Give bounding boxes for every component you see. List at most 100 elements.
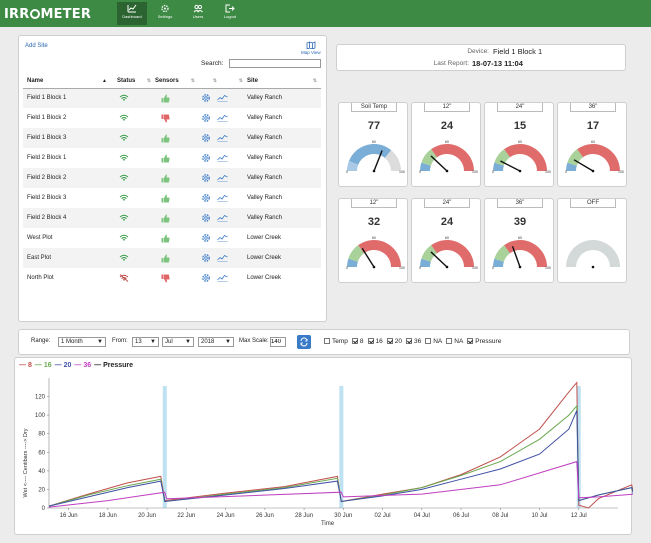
table-row[interactable]: Field 2 Block 1 Valley Ranch — [23, 148, 321, 168]
checkbox-box[interactable] — [467, 338, 474, 344]
series-checkbox[interactable]: 16 — [367, 338, 383, 345]
table-row[interactable]: Field 2 Block 4 Valley Ranch — [23, 208, 321, 228]
settings-gear-icon[interactable] — [201, 253, 211, 263]
site-name[interactable]: Field 1 Block 3 — [23, 128, 113, 148]
series-checkbox[interactable]: 20 — [386, 338, 402, 345]
table-row[interactable]: Field 1 Block 3 Valley Ranch — [23, 128, 321, 148]
settings-gear-icon[interactable] — [201, 233, 211, 243]
site-name[interactable]: Field 1 Block 1 — [23, 88, 113, 108]
settings-gear-icon[interactable] — [201, 173, 211, 183]
site-location: Valley Ranch — [247, 115, 282, 121]
graph-icon[interactable] — [217, 94, 228, 103]
from-day-select[interactable]: 13 ▼ — [132, 337, 159, 347]
range-select[interactable]: 1 Month ▼ — [58, 337, 106, 347]
table-row[interactable]: Field 2 Block 3 Valley Ranch — [23, 188, 321, 208]
map-view-button[interactable]: Map View — [301, 41, 321, 56]
col-status[interactable]: Status ⇅ — [113, 74, 151, 89]
graph-cell — [217, 248, 243, 268]
checkbox-box[interactable] — [406, 338, 412, 344]
site-name[interactable]: Field 2 Block 2 — [23, 168, 113, 188]
site-name[interactable]: Field 2 Block 1 — [27, 155, 67, 161]
col-settings[interactable]: ⇅ — [195, 74, 217, 89]
gauge-card[interactable]: Soil Temp 77 60 100 0 — [338, 102, 408, 187]
table-row[interactable]: North Plot Lower Creek — [23, 268, 321, 288]
nav-dashboard-label: Dashboard — [122, 14, 142, 19]
graph-icon[interactable] — [217, 254, 228, 262]
gauge-band-dry — [577, 144, 620, 171]
graph-icon[interactable] — [217, 154, 228, 162]
col-sensors[interactable]: Sensors ⇅ — [151, 74, 195, 89]
col-site[interactable]: Site ⇅ — [243, 74, 321, 89]
checkbox-box[interactable] — [425, 338, 432, 344]
graph-icon[interactable] — [217, 114, 228, 122]
gauge-value: 24 — [440, 216, 454, 228]
settings-gear-icon[interactable] — [201, 133, 211, 143]
add-site-link[interactable]: Add Site — [25, 43, 48, 49]
gauge-card[interactable]: 24" 15 60 100 0 — [484, 102, 554, 187]
legend-item[interactable]: — 20 — [55, 362, 72, 369]
series-checkbox[interactable]: NA — [425, 338, 442, 345]
site-name[interactable]: Field 2 Block 4 — [23, 208, 113, 228]
gauge-card[interactable]: 36" 39 60 100 0 — [484, 198, 554, 283]
series-checkbox[interactable]: Temp — [324, 338, 348, 345]
graph-icon[interactable] — [217, 134, 228, 142]
settings-gear-icon[interactable] — [201, 153, 211, 163]
graph-icon[interactable] — [217, 174, 228, 182]
gauge-card[interactable]: 12" 32 60 100 0 — [338, 198, 408, 283]
site-location: Lower Creek — [243, 248, 321, 268]
checkbox-box[interactable] — [386, 338, 393, 344]
checkbox-box[interactable] — [324, 338, 330, 344]
table-row[interactable]: Field 1 Block 1 Valley Ranch — [23, 88, 321, 108]
graph-icon[interactable] — [217, 274, 228, 282]
from-year-select[interactable]: 2018 ▼ — [198, 337, 234, 347]
checkbox-box[interactable] — [446, 338, 453, 344]
gauge-card[interactable]: 36" 17 60 100 0 — [557, 102, 627, 187]
col-name[interactable]: Name ▲ — [23, 74, 113, 89]
refresh-button[interactable] — [297, 335, 311, 349]
series-checkbox[interactable]: NA — [446, 338, 463, 345]
from-month-select[interactable]: Jul ▼ — [162, 337, 194, 347]
series-checkbox[interactable]: 36 — [406, 338, 421, 345]
settings-gear-icon[interactable] — [201, 193, 211, 203]
graph-icon[interactable] — [217, 194, 228, 202]
gauge-needle — [361, 248, 375, 268]
nav-dashboard[interactable]: Dashboard — [117, 2, 147, 25]
site-name[interactable]: East Plot — [23, 248, 113, 268]
status-cell — [113, 168, 151, 188]
graph-icon[interactable] — [217, 234, 228, 242]
nav-settings[interactable]: Settings — [150, 2, 180, 25]
gauge-min-tick: 0 — [565, 170, 567, 174]
legend-item[interactable]: — Pressure — [94, 362, 133, 369]
table-row[interactable]: Field 2 Block 2 Valley Ranch — [23, 168, 321, 188]
table-row[interactable]: Field 1 Block 2 Valley Ranch — [23, 108, 321, 128]
site-name[interactable]: North Plot — [27, 275, 54, 281]
col-graph[interactable]: ⇅ — [217, 74, 243, 89]
settings-gear-icon[interactable] — [201, 113, 211, 123]
site-name[interactable]: Field 1 Block 2 — [27, 115, 67, 121]
gauge-card[interactable]: OFF — [557, 198, 627, 283]
settings-gear-icon[interactable] — [201, 213, 211, 223]
table-row[interactable]: West Plot Lower Creek — [23, 228, 321, 248]
checkbox-box[interactable] — [351, 338, 358, 344]
series-checkbox[interactable]: Pressure — [467, 338, 501, 345]
legend-item[interactable]: — 8 — [19, 362, 32, 369]
site-name[interactable]: Field 2 Block 3 — [27, 195, 67, 201]
legend-item[interactable]: — 16 — [35, 362, 52, 369]
nav-logout[interactable]: Logout — [215, 2, 245, 25]
nav-users[interactable]: Users — [183, 2, 213, 25]
max-scale-input[interactable] — [270, 337, 286, 347]
gauge-card[interactable]: 12" 24 60 100 0 — [411, 102, 481, 187]
table-row[interactable]: East Plot Lower Creek — [23, 248, 321, 268]
checkbox-label: Temp — [332, 338, 348, 345]
status-cell — [113, 128, 151, 148]
gauge-title: 24" — [497, 103, 543, 112]
series-checkbox[interactable]: 8 — [351, 338, 364, 345]
site-name[interactable]: West Plot — [27, 235, 53, 241]
settings-gear-icon[interactable] — [201, 93, 211, 103]
legend-item[interactable]: — 36 — [74, 362, 91, 369]
settings-gear-icon[interactable] — [201, 273, 211, 283]
checkbox-box[interactable] — [367, 338, 374, 344]
gauge-card[interactable]: 24" 24 60 100 0 — [411, 198, 481, 283]
search-input[interactable] — [229, 59, 321, 68]
graph-icon[interactable] — [217, 214, 228, 222]
